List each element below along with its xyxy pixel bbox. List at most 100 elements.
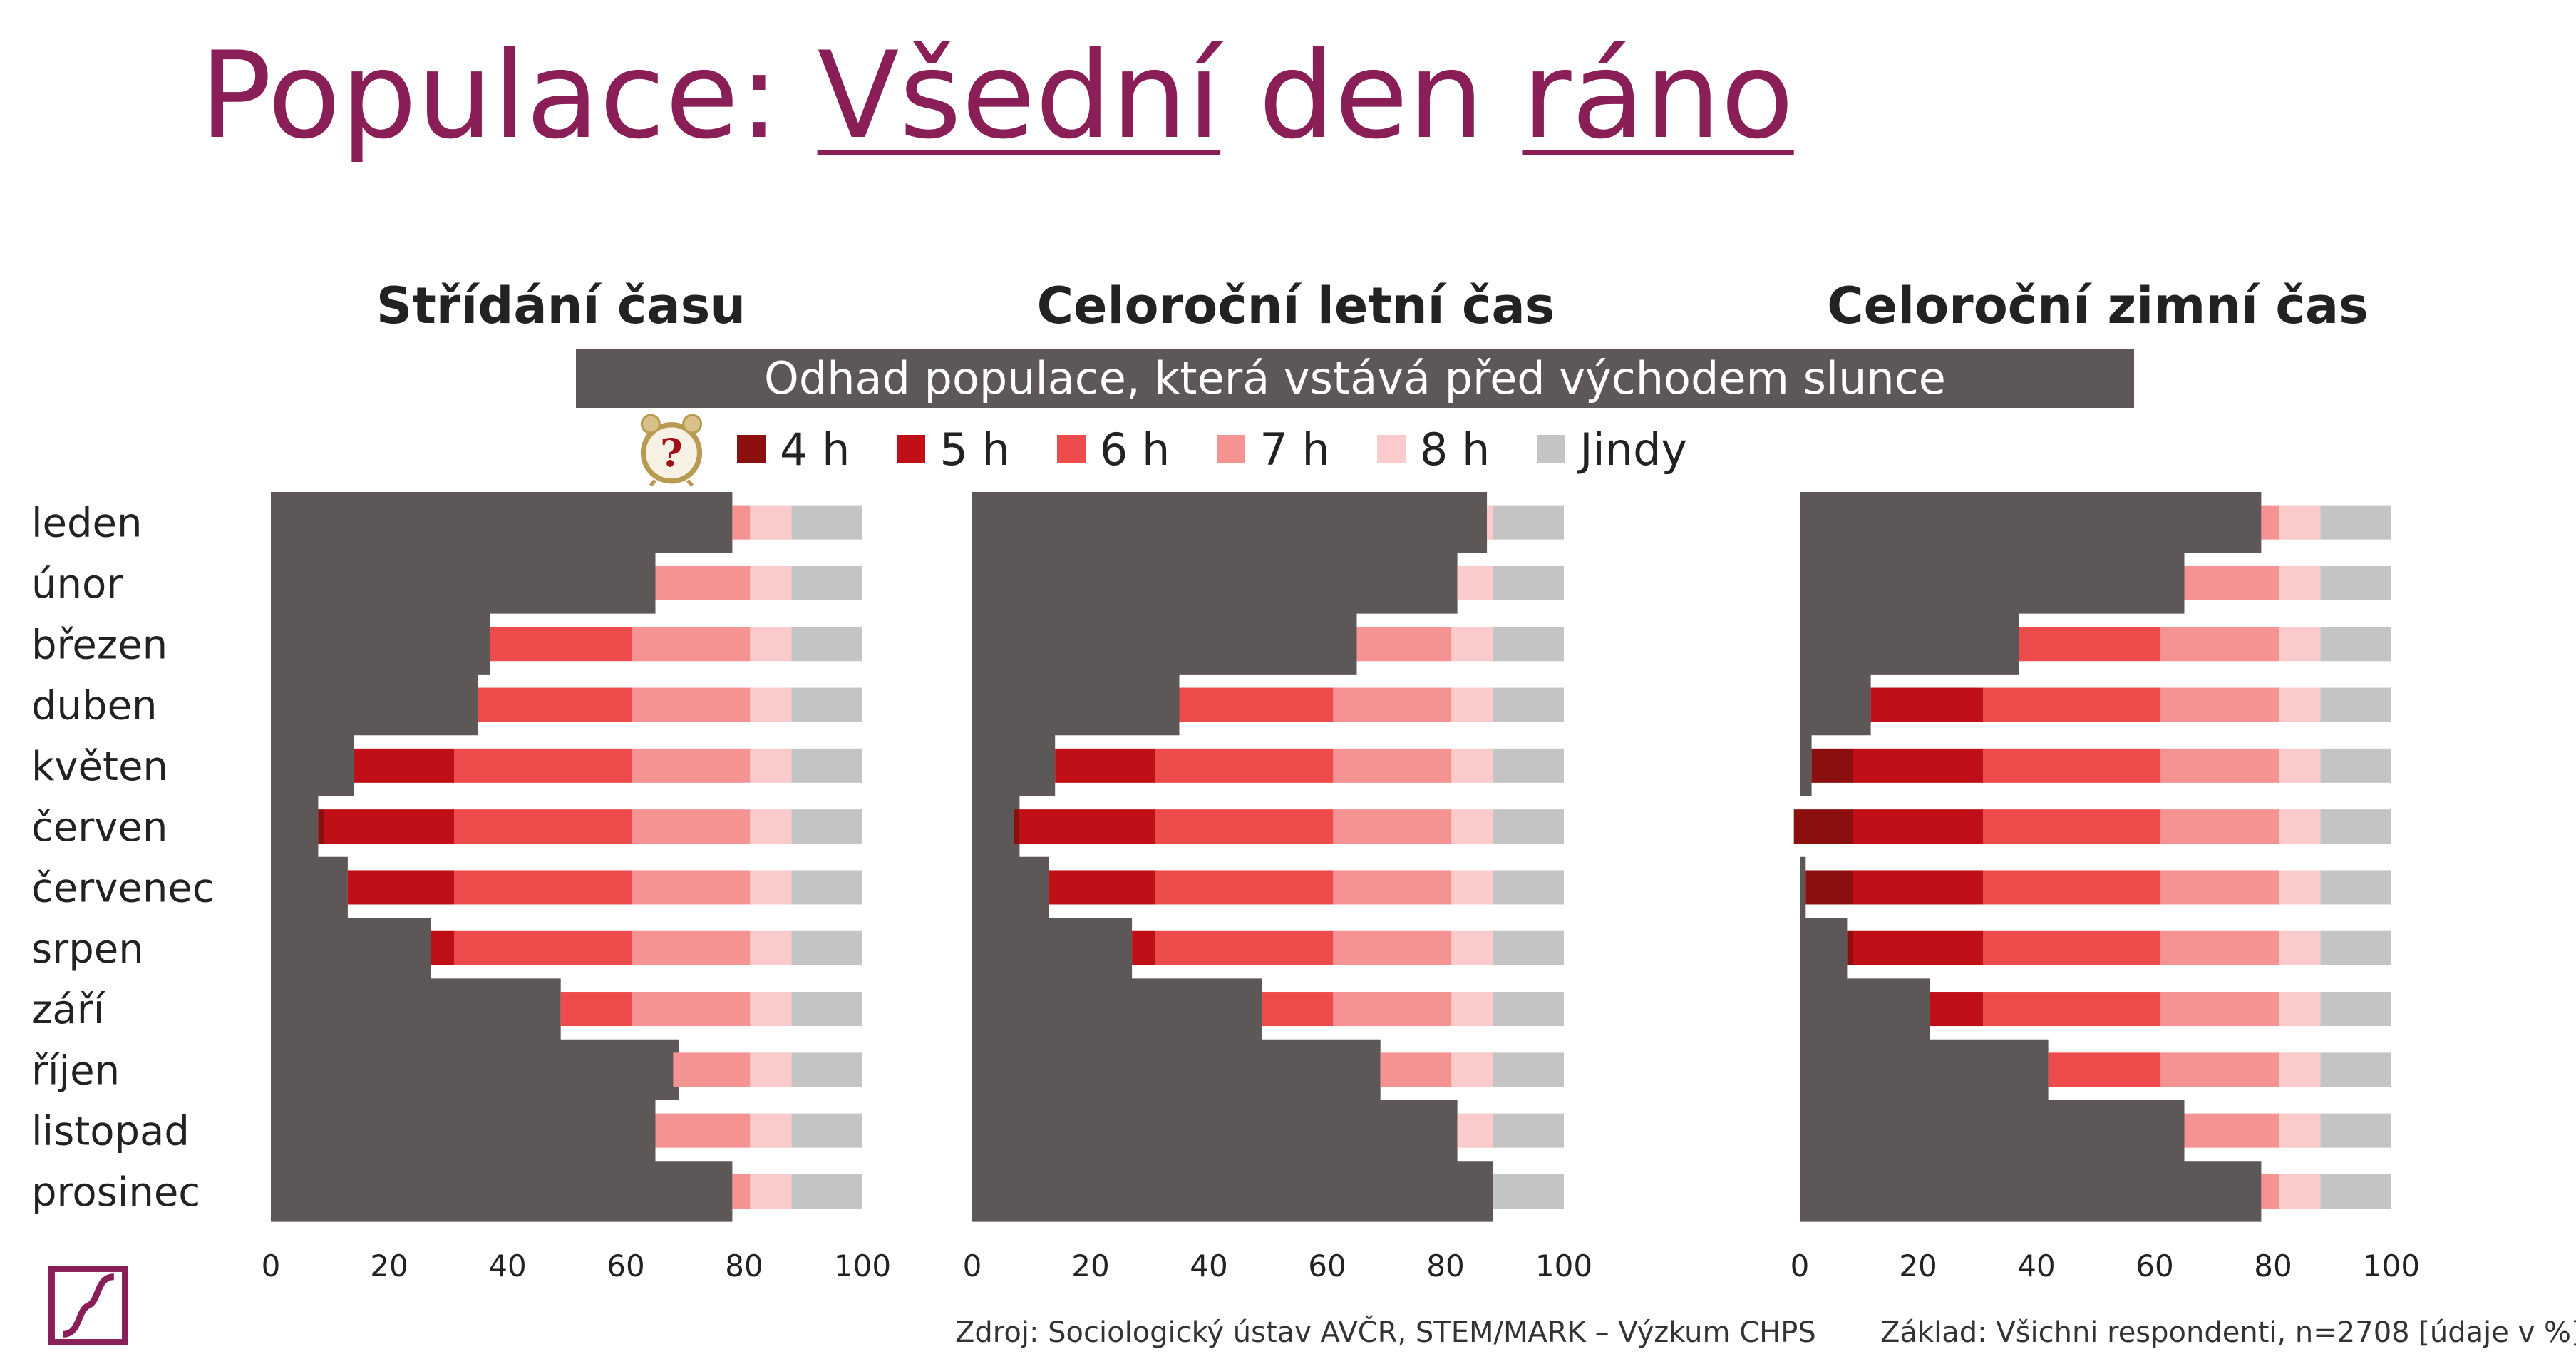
legend-item-jindy: Jindy <box>1537 424 1687 476</box>
x-tick-label: 40 <box>1190 1248 1227 1283</box>
bar-segment <box>1487 505 1493 540</box>
bar-segment <box>791 1113 862 1148</box>
bar-segment <box>1983 687 2161 722</box>
bar-segment <box>1493 748 1564 783</box>
category-label: říjen <box>31 1047 120 1094</box>
bar-segment <box>632 748 751 783</box>
bar-segment <box>1493 505 1564 540</box>
bar-segment <box>2320 565 2391 600</box>
bar-segment <box>1262 992 1334 1027</box>
category-label: červenec <box>31 865 215 911</box>
x-tick-label: 100 <box>2363 1248 2420 1283</box>
x-tick-label: 40 <box>2017 1248 2055 1283</box>
bar-segment <box>1451 687 1493 722</box>
bar-segment <box>632 809 751 844</box>
bar-segment <box>490 627 632 662</box>
bar-segment <box>1493 809 1564 844</box>
bar-segment <box>431 930 455 965</box>
sunrise-area <box>1800 492 2262 1222</box>
bar-segment <box>750 1113 792 1148</box>
bar-segment <box>1451 1052 1493 1087</box>
bar-segment <box>1333 687 1452 722</box>
bar-segment <box>750 505 792 540</box>
bar-segment <box>1493 565 1564 600</box>
bar-segment <box>1983 930 2161 965</box>
x-tick-label: 0 <box>262 1248 281 1283</box>
legend-item-4h: 4 h <box>737 424 850 476</box>
bar-segment <box>1155 809 1334 844</box>
bar-segment <box>1457 565 1493 600</box>
legend-swatch <box>1217 435 1246 463</box>
bar-segment <box>673 1052 751 1087</box>
bar-segment <box>750 930 792 965</box>
sunrise-area <box>271 492 733 1222</box>
bar-segment <box>2279 627 2321 662</box>
bar-segment <box>750 627 792 662</box>
bar-segment <box>750 809 792 844</box>
category-label: květen <box>31 744 168 790</box>
bar-segment <box>2320 930 2391 965</box>
bar-segment <box>1793 809 1853 844</box>
x-tick-label: 60 <box>607 1248 644 1283</box>
legend-item-5h: 5 h <box>897 424 1010 476</box>
bar-segment <box>1847 930 1853 965</box>
category-label: srpen <box>31 926 144 973</box>
bar-segment <box>1983 992 2161 1027</box>
bar-segment <box>791 565 862 600</box>
x-tick-label: 100 <box>834 1248 891 1283</box>
bar-segment <box>2160 992 2279 1027</box>
bar-segment <box>1853 930 1984 965</box>
bar-segment <box>1132 930 1156 965</box>
sunrise-area <box>972 492 1493 1222</box>
bar-segment <box>2261 505 2279 540</box>
bar-segment <box>750 687 792 722</box>
bar-segment <box>791 1052 862 1087</box>
bar-segment <box>2160 870 2279 905</box>
bar-segment <box>791 1174 862 1209</box>
bar-segment <box>2279 748 2321 783</box>
bar-segment <box>2160 748 2279 783</box>
bar-segment <box>2320 809 2391 844</box>
title-prefix: Populace: <box>200 26 818 165</box>
bar-segment <box>750 748 792 783</box>
bar-segment <box>1451 809 1493 844</box>
bar-segment <box>2320 687 2391 722</box>
x-tick-label: 0 <box>963 1248 982 1283</box>
bar-segment <box>1014 809 1020 844</box>
bar-segment <box>2279 930 2321 965</box>
bar-segment <box>791 748 862 783</box>
title-word-rano: ráno <box>1522 26 1794 165</box>
bar-segment <box>2048 1052 2161 1087</box>
bar-segment <box>1179 687 1334 722</box>
bar-segment <box>2279 809 2321 844</box>
bar-segment <box>1493 1174 1564 1209</box>
bar-segment <box>632 687 751 722</box>
legend-label: 4 h <box>780 423 850 476</box>
bar-segment <box>2279 1174 2321 1209</box>
bar-segment <box>560 992 632 1027</box>
bar-segment <box>478 687 632 722</box>
bar-segment <box>791 870 862 905</box>
bar-segment <box>632 992 751 1027</box>
bar-segment <box>1333 809 1452 844</box>
bar-segment <box>2320 1113 2391 1148</box>
bar-segment <box>732 505 751 540</box>
bar-segment <box>750 870 792 905</box>
bar-segment <box>1356 627 1452 662</box>
category-label: březen <box>31 622 168 668</box>
bar-segment <box>2320 870 2391 905</box>
bar-segment <box>1451 627 1493 662</box>
bar-segment <box>1493 687 1564 722</box>
bar-segment <box>1493 1113 1564 1148</box>
category-label: leden <box>31 501 143 547</box>
bar-segment <box>750 1052 792 1087</box>
banner: Odhad populace, která vstává před východ… <box>576 349 2134 408</box>
legend-swatch <box>1056 435 1086 463</box>
x-tick-label: 100 <box>1535 1248 1592 1283</box>
legend-swatch <box>737 435 766 463</box>
category-label: září <box>31 987 106 1033</box>
bar-segment <box>454 870 632 905</box>
legend-item-7h: 7 h <box>1217 424 1330 476</box>
bar-segment <box>1055 748 1156 783</box>
